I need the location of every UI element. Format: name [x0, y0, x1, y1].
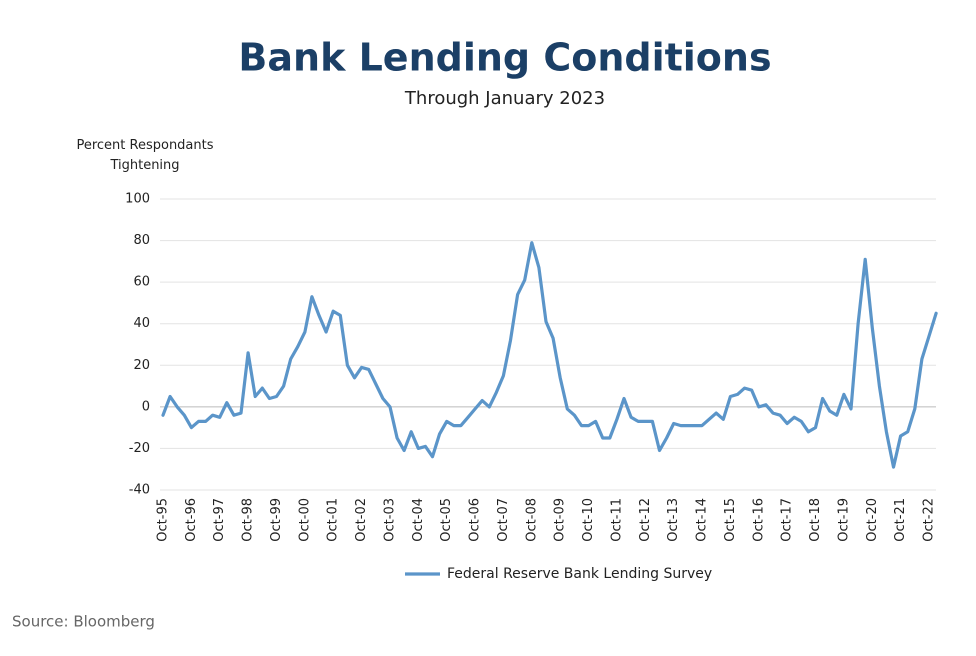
- x-tick-label: Oct-98: [241, 498, 256, 542]
- x-tick-label: Oct-11: [609, 498, 624, 542]
- x-tick-label: Oct-20: [865, 498, 880, 542]
- x-tick-label: Oct-17: [780, 498, 795, 542]
- data-line: [161, 241, 938, 469]
- x-tick-label: Oct-21: [893, 498, 908, 542]
- y-tick-label: 0: [142, 399, 150, 414]
- x-tick-label: Oct-01: [326, 498, 341, 542]
- x-tick-label: Oct-00: [297, 498, 312, 542]
- x-tick-label: Oct-99: [269, 498, 284, 542]
- x-tick-label: Oct-05: [439, 498, 454, 542]
- y-tick-label: 80: [133, 233, 150, 248]
- y-axis-title: Percent Respondants Tightening: [76, 138, 214, 173]
- x-tick-label: Oct-15: [723, 498, 738, 542]
- x-tick-label: Oct-06: [468, 498, 483, 542]
- y-tick-label: 60: [133, 275, 150, 290]
- x-tick-label: Oct-18: [808, 498, 823, 542]
- y-tick-label: 20: [133, 358, 150, 373]
- y-tick-label: -40: [129, 483, 150, 498]
- x-tick-label: Oct-04: [411, 498, 426, 542]
- x-tick-label: Oct-96: [184, 498, 199, 542]
- x-tick-label: Oct-22: [922, 498, 937, 542]
- source: Source: Bloomberg: [12, 613, 155, 631]
- legend-label: Federal Reserve Bank Lending Survey: [447, 566, 712, 582]
- x-tick-label: Oct-97: [212, 498, 227, 542]
- x-tick-label: Oct-14: [695, 498, 710, 542]
- chart-subtitle: Through January 2023: [404, 88, 605, 109]
- y-tick-label: -20: [129, 441, 150, 456]
- x-tick-label: Oct-09: [553, 498, 568, 542]
- x-tick-label: Oct-19: [836, 498, 851, 542]
- y-tick-label: 100: [125, 192, 150, 207]
- x-tick-label: Oct-16: [751, 498, 766, 542]
- y-tick-label: 40: [133, 316, 150, 331]
- x-tick-label: Oct-95: [156, 498, 171, 542]
- x-tick-label: Oct-12: [638, 498, 653, 542]
- x-tick-label: Oct-07: [496, 498, 511, 542]
- x-tick-label: Oct-10: [581, 498, 596, 542]
- x-tick-label: Oct-08: [524, 498, 539, 542]
- x-tick-label: Oct-02: [354, 498, 369, 542]
- chart-title: Bank Lending Conditions: [238, 36, 771, 80]
- x-tick-label: Oct-13: [666, 498, 681, 542]
- x-tick-label: Oct-03: [382, 498, 397, 542]
